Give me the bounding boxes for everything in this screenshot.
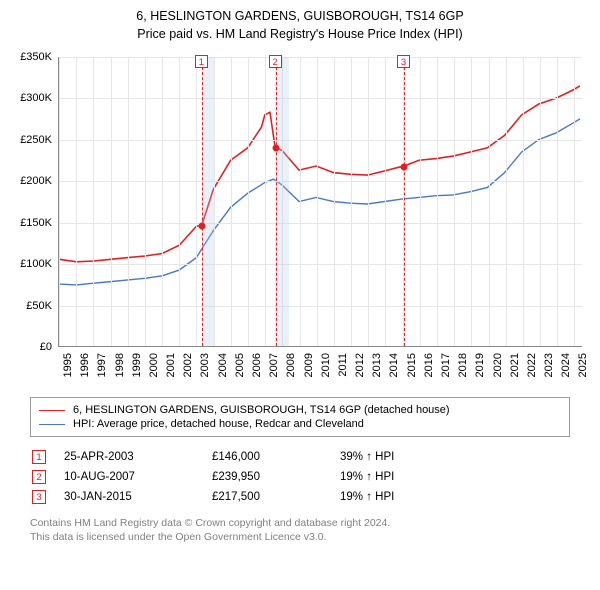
event-row: 3 30-JAN-2015 £217,500 19% ↑ HPI <box>30 487 570 507</box>
x-tick-label: 2015 <box>406 353 418 387</box>
event-date: 30-JAN-2015 <box>64 491 194 503</box>
x-tick-label: 2016 <box>423 353 435 387</box>
x-tick-label: 2019 <box>474 353 486 387</box>
y-tick-label: £100K <box>10 258 52 270</box>
event-badge: 3 <box>32 490 46 504</box>
plot-area: 1 2 3 <box>58 57 582 347</box>
y-tick-label: £350K <box>10 51 52 63</box>
x-tick-label: 2012 <box>354 353 366 387</box>
x-tick-label: 2008 <box>285 353 297 387</box>
event-badge: 2 <box>32 470 46 484</box>
x-tick-label: 1995 <box>62 353 74 387</box>
y-tick-label: £200K <box>10 175 52 187</box>
title-block: 6, HESLINGTON GARDENS, GUISBOROUGH, TS14… <box>10 8 590 43</box>
events-table: 1 25-APR-2003 £146,000 39% ↑ HPI 2 10-AU… <box>30 447 570 507</box>
x-tick-label: 2004 <box>217 353 229 387</box>
chart-container: 6, HESLINGTON GARDENS, GUISBOROUGH, TS14… <box>0 0 600 554</box>
x-tick-label: 1999 <box>131 353 143 387</box>
series-hpi <box>59 119 579 285</box>
event-date: 25-APR-2003 <box>64 451 194 463</box>
x-tick-label: 2010 <box>320 353 332 387</box>
y-tick-label: £150K <box>10 217 52 229</box>
x-tick-label: 2005 <box>234 353 246 387</box>
x-tick-label: 2020 <box>492 353 504 387</box>
legend-swatch <box>39 424 65 425</box>
x-axis-labels: 1995 1996 1997 1998 1999 2000 2001 2002 2003 2004… <box>58 349 582 389</box>
legend-item-property: 6, HESLINGTON GARDENS, GUISBOROUGH, TS14… <box>39 403 561 417</box>
x-tick-label: 2001 <box>165 353 177 387</box>
x-tick-label: 2022 <box>526 353 538 387</box>
event-delta: 19% ↑ HPI <box>340 471 570 483</box>
x-tick-label: 2003 <box>199 353 211 387</box>
footnote: Contains HM Land Registry data © Crown c… <box>30 517 570 544</box>
event-price: £217,500 <box>212 491 322 503</box>
x-tick-label: 2002 <box>182 353 194 387</box>
event-row: 1 25-APR-2003 £146,000 39% ↑ HPI <box>30 447 570 467</box>
x-tick-label: 2018 <box>457 353 469 387</box>
x-tick-label: 2006 <box>251 353 263 387</box>
x-tick-label: 2000 <box>148 353 160 387</box>
line-svg <box>59 57 582 346</box>
title-address: 6, HESLINGTON GARDENS, GUISBOROUGH, TS14… <box>10 8 590 26</box>
x-tick-label: 2024 <box>560 353 572 387</box>
legend-label: 6, HESLINGTON GARDENS, GUISBOROUGH, TS14… <box>73 404 450 416</box>
event-marker: 1 <box>195 55 208 68</box>
event-delta: 19% ↑ HPI <box>340 491 570 503</box>
event-marker: 2 <box>269 55 282 68</box>
x-tick-label: 1996 <box>79 353 91 387</box>
title-subtitle: Price paid vs. HM Land Registry's House … <box>10 26 590 44</box>
series-property <box>59 86 579 262</box>
footnote-line: This data is licensed under the Open Gov… <box>30 531 570 545</box>
y-tick-label: £300K <box>10 92 52 104</box>
x-tick-label: 2025 <box>577 353 589 387</box>
legend: 6, HESLINGTON GARDENS, GUISBOROUGH, TS14… <box>30 397 570 437</box>
event-price: £239,950 <box>212 471 322 483</box>
legend-label: HPI: Average price, detached house, Redc… <box>73 418 364 430</box>
footnote-line: Contains HM Land Registry data © Crown c… <box>30 517 570 531</box>
x-tick-label: 2017 <box>440 353 452 387</box>
x-tick-label: 1998 <box>114 353 126 387</box>
event-price: £146,000 <box>212 451 322 463</box>
legend-item-hpi: HPI: Average price, detached house, Redc… <box>39 417 561 431</box>
y-tick-label: £250K <box>10 134 52 146</box>
y-tick-label: £50K <box>10 300 52 312</box>
x-tick-label: 2021 <box>509 353 521 387</box>
event-row: 2 10-AUG-2007 £239,950 19% ↑ HPI <box>30 467 570 487</box>
x-tick-label: 1997 <box>96 353 108 387</box>
x-tick-label: 2007 <box>268 353 280 387</box>
x-tick-label: 2023 <box>543 353 555 387</box>
x-tick-label: 2009 <box>303 353 315 387</box>
x-tick-label: 2011 <box>337 353 349 387</box>
legend-swatch <box>39 410 65 411</box>
chart: 1 2 3 1995 1996 1997 1998 1999 2000 2001 2002 2003… <box>10 49 590 389</box>
event-badge: 1 <box>32 450 46 464</box>
event-date: 10-AUG-2007 <box>64 471 194 483</box>
event-delta: 39% ↑ HPI <box>340 451 570 463</box>
x-tick-label: 2014 <box>388 353 400 387</box>
y-tick-label: £0 <box>10 341 52 353</box>
event-marker: 3 <box>397 55 410 68</box>
x-tick-label: 2013 <box>371 353 383 387</box>
